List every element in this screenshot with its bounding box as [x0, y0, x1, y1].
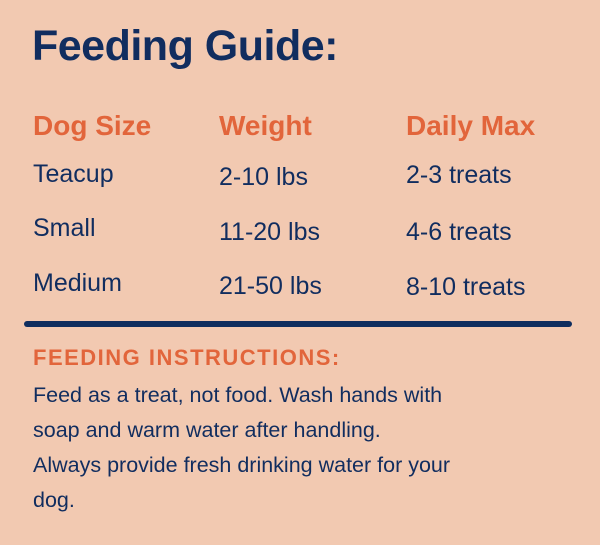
dog-size-cell: Medium: [33, 269, 122, 297]
column-header-daily-max: Daily Max: [406, 110, 536, 141]
page-title: Feeding Guide:: [32, 22, 338, 70]
instructions-text: Feed as a treat, not food. Wash hands wi…: [33, 383, 451, 512]
dog-size-cell: Teacup: [33, 160, 114, 188]
weight-cell: 2-10 lbs: [219, 163, 308, 191]
column-header-dog-size: Dog Size: [33, 110, 152, 141]
daily-max-cell: 4-6 treats: [406, 218, 512, 246]
dog-size-cell: Small: [33, 214, 96, 242]
weight-cell: 11-20 lbs: [219, 218, 320, 246]
daily-max-cell: 8-10 treats: [406, 273, 526, 301]
column-header-weight: Weight: [219, 110, 312, 141]
instructions-heading: FEEDING INSTRUCTIONS:: [33, 345, 341, 370]
daily-max-cell: 2-3 treats: [406, 161, 512, 189]
divider: [24, 321, 572, 327]
weight-cell: 21-50 lbs: [219, 272, 322, 300]
